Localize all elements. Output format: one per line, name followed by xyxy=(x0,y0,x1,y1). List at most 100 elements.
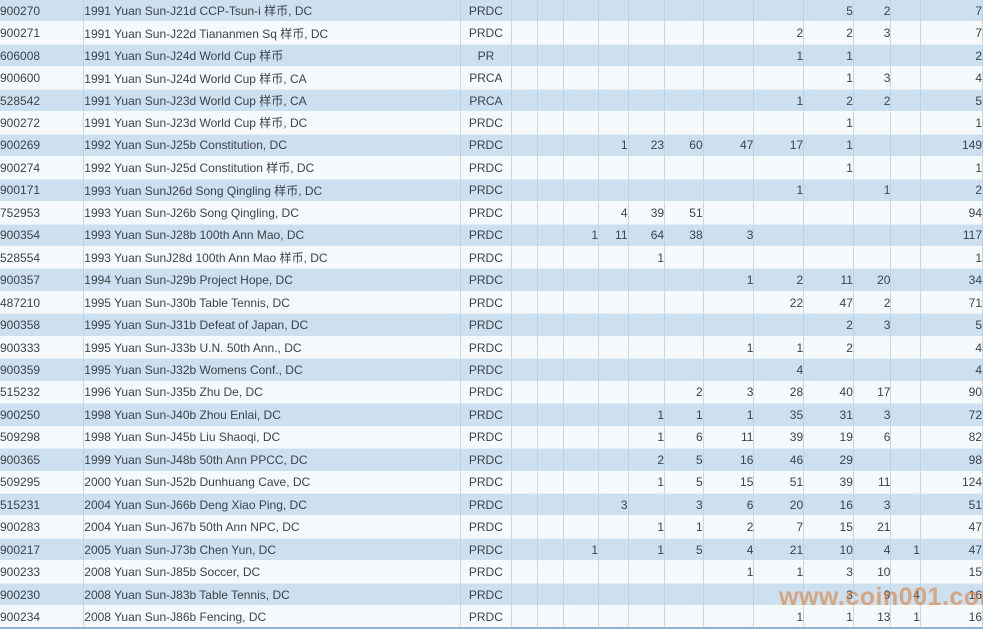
grade-count-cell: 17 xyxy=(754,134,805,158)
cert-number-link[interactable]: 900217 xyxy=(0,538,85,562)
grade-count-cell xyxy=(599,471,629,494)
cert-number-link[interactable]: 515231 xyxy=(0,493,85,517)
grade-count-cell: 28 xyxy=(754,381,805,405)
grade-count-cell xyxy=(538,426,564,450)
grade-count-cell: 1 xyxy=(628,426,666,450)
grade-count-cell xyxy=(599,22,629,45)
grade-designation: PRDC xyxy=(461,246,512,270)
grade-count-cell xyxy=(563,0,600,23)
grade-count-cell xyxy=(511,0,539,23)
cert-number-link[interactable]: 528542 xyxy=(0,89,85,113)
table-row: 900600 1991 Yuan Sun-J24d World Cup 样币, C… xyxy=(0,67,983,90)
cert-number-link[interactable]: 900333 xyxy=(0,336,85,360)
cert-number-link[interactable]: 900270 xyxy=(0,0,85,23)
row-total: 124 xyxy=(920,471,983,494)
row-total: 5 xyxy=(920,314,983,337)
grade-count-cell: 1 xyxy=(703,404,755,427)
grade-count-cell xyxy=(628,493,666,517)
grade-count-cell xyxy=(665,291,704,315)
row-total: 16 xyxy=(920,583,983,607)
grade-count-cell xyxy=(511,89,539,113)
table-row: 487210 1995 Yuan Sun-J30b Table Tennis, D… xyxy=(0,291,983,315)
cert-number-link[interactable]: 900359 xyxy=(0,359,85,382)
grade-count-cell xyxy=(853,134,892,158)
grade-count-cell xyxy=(599,449,629,472)
grade-designation: PRDC xyxy=(461,516,512,539)
grade-count-cell xyxy=(665,583,704,607)
grade-designation: PRDC xyxy=(461,112,512,135)
grade-count-cell xyxy=(563,493,600,517)
grade-count-cell xyxy=(628,89,666,113)
cert-number-link[interactable]: 509295 xyxy=(0,471,85,494)
grade-count-cell: 1 xyxy=(754,179,805,203)
grade-designation: PRDC xyxy=(461,381,512,405)
cert-number-link[interactable]: 900357 xyxy=(0,269,85,292)
grade-count-cell: 11 xyxy=(804,269,854,292)
grade-count-cell xyxy=(628,291,666,315)
coin-description: 1994 Yuan Sun-J29b Project Hope, DC xyxy=(84,269,462,292)
grade-count-cell: 29 xyxy=(804,449,854,472)
cert-number-link[interactable]: 487210 xyxy=(0,291,85,315)
table-row: 900269 1992 Yuan Sun-J25b Constitution, D… xyxy=(0,134,983,158)
table-row: 900171 1993 Yuan SunJ26d Song Qingling 样币… xyxy=(0,179,983,203)
grade-count-cell xyxy=(703,0,755,23)
grade-count-cell xyxy=(628,0,666,23)
grade-count-cell: 1 xyxy=(563,538,600,562)
row-total: 98 xyxy=(920,449,983,472)
cert-number-link[interactable]: 900365 xyxy=(0,449,85,472)
grade-count-cell: 2 xyxy=(804,89,854,113)
cert-number-link[interactable]: 606008 xyxy=(0,44,85,68)
cert-number-link[interactable]: 900230 xyxy=(0,583,85,607)
cert-number-link[interactable]: 900269 xyxy=(0,134,85,158)
cert-number-link[interactable]: 900233 xyxy=(0,561,85,584)
grade-count-cell xyxy=(703,202,755,225)
grade-count-cell xyxy=(563,179,600,203)
grade-count-cell xyxy=(538,359,564,382)
cert-number-link[interactable]: 900171 xyxy=(0,179,85,203)
cert-number-link[interactable]: 900274 xyxy=(0,157,85,180)
cert-number-link[interactable]: 900272 xyxy=(0,112,85,135)
cert-number-link[interactable]: 515232 xyxy=(0,381,85,405)
grade-count-cell: 5 xyxy=(665,471,704,494)
cert-number-link[interactable]: 900234 xyxy=(0,606,85,627)
cert-number-link[interactable]: 900283 xyxy=(0,516,85,539)
coin-description: 1991 Yuan Sun-J21d CCP-Tsun-i 样币, DC xyxy=(84,0,462,23)
grade-designation: PRDC xyxy=(461,538,512,562)
grade-count-cell xyxy=(538,404,564,427)
grade-count-cell xyxy=(538,561,564,584)
coin-description: 1991 Yuan Sun-J23d World Cup 样币, CA xyxy=(84,89,462,113)
grade-count-cell xyxy=(511,291,539,315)
grade-count-cell xyxy=(511,246,539,270)
grade-count-cell xyxy=(563,381,600,405)
cert-number-link[interactable]: 900271 xyxy=(0,22,85,45)
cert-number-link[interactable]: 900600 xyxy=(0,67,85,90)
grade-count-cell: 2 xyxy=(853,291,892,315)
grade-count-cell xyxy=(538,493,564,517)
coin-description: 2004 Yuan Sun-J66b Deng Xiao Ping, DC xyxy=(84,493,462,517)
grade-designation: PRDC xyxy=(461,606,512,627)
cert-number-link[interactable]: 752953 xyxy=(0,202,85,225)
grade-count-cell xyxy=(563,314,600,337)
grade-count-cell: 1 xyxy=(754,336,805,360)
grade-count-cell: 3 xyxy=(804,583,854,607)
grade-count-cell: 3 xyxy=(599,493,629,517)
grade-designation: PRDC xyxy=(461,493,512,517)
row-total: 90 xyxy=(920,381,983,405)
cert-number-link[interactable]: 528554 xyxy=(0,246,85,270)
grade-count-cell xyxy=(538,224,564,247)
cert-number-link[interactable]: 900354 xyxy=(0,224,85,247)
cert-number-link[interactable]: 900358 xyxy=(0,314,85,337)
cert-number-link[interactable]: 900250 xyxy=(0,404,85,427)
grade-count-cell xyxy=(628,359,666,382)
grade-count-cell: 6 xyxy=(853,426,892,450)
grade-count-cell xyxy=(665,67,704,90)
grade-count-cell xyxy=(563,269,600,292)
cert-number-link[interactable]: 509298 xyxy=(0,426,85,450)
grade-count-cell: 1 xyxy=(804,157,854,180)
coin-description: 2005 Yuan Sun-J73b Chen Yun, DC xyxy=(84,538,462,562)
grade-count-cell xyxy=(511,336,539,360)
grade-count-cell xyxy=(703,179,755,203)
grade-designation: PRDC xyxy=(461,224,512,247)
table-row: 900359 1995 Yuan Sun-J32b Womens Conf., D… xyxy=(0,359,983,382)
